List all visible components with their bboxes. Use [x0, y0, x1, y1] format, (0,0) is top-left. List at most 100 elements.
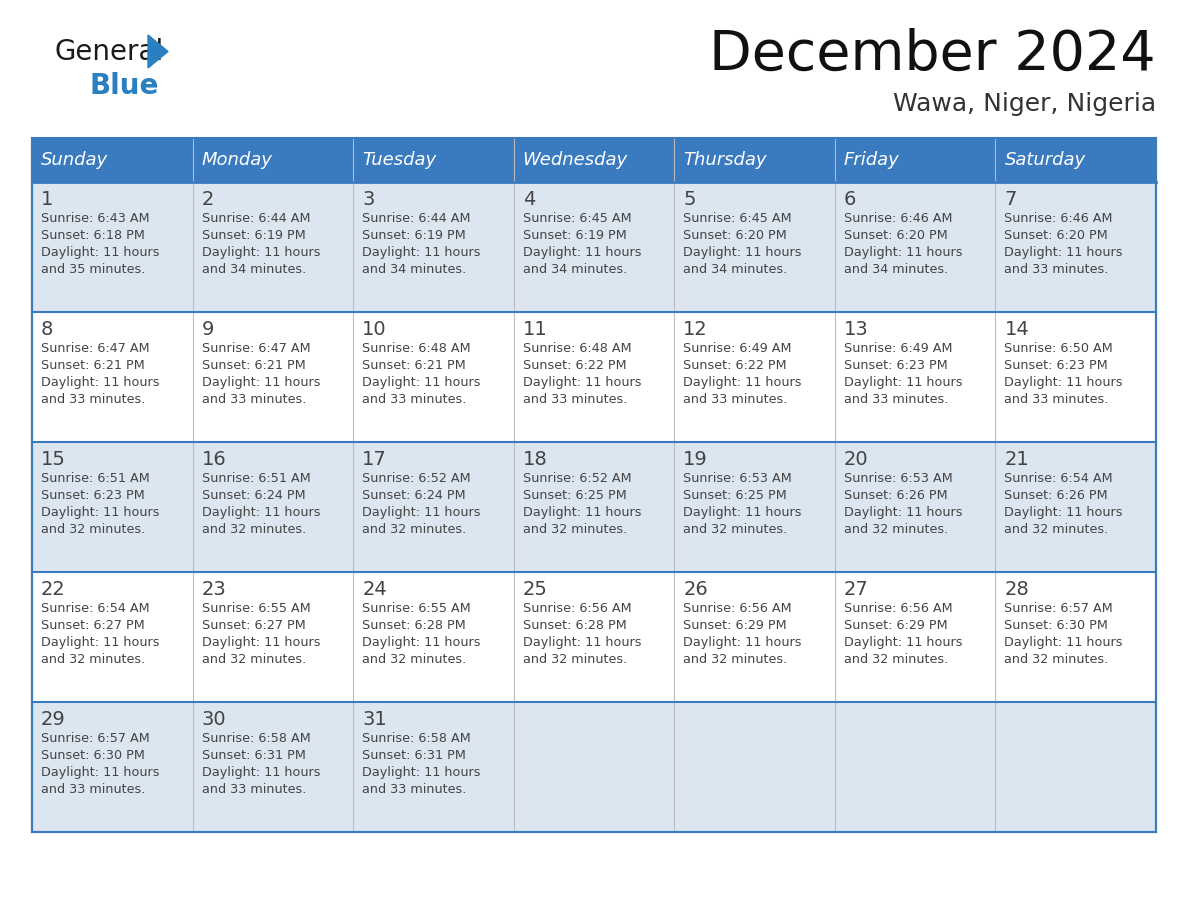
Text: Sunset: 6:23 PM: Sunset: 6:23 PM: [1004, 359, 1108, 372]
Text: 19: 19: [683, 450, 708, 469]
Text: Daylight: 11 hours: Daylight: 11 hours: [843, 506, 962, 519]
Text: and 32 minutes.: and 32 minutes.: [362, 523, 467, 536]
Text: 15: 15: [42, 450, 65, 469]
Text: Sunrise: 6:46 AM: Sunrise: 6:46 AM: [843, 212, 953, 225]
Text: Sunrise: 6:56 AM: Sunrise: 6:56 AM: [523, 602, 631, 615]
Text: Sunset: 6:31 PM: Sunset: 6:31 PM: [202, 749, 305, 762]
Text: and 33 minutes.: and 33 minutes.: [683, 393, 788, 406]
Text: 10: 10: [362, 320, 387, 339]
Text: 22: 22: [42, 580, 65, 599]
Text: and 33 minutes.: and 33 minutes.: [362, 783, 467, 796]
Text: and 32 minutes.: and 32 minutes.: [202, 653, 305, 666]
Text: Daylight: 11 hours: Daylight: 11 hours: [1004, 506, 1123, 519]
Text: Sunrise: 6:55 AM: Sunrise: 6:55 AM: [202, 602, 310, 615]
Text: 7: 7: [1004, 190, 1017, 209]
Bar: [835, 138, 996, 182]
Text: Sunset: 6:21 PM: Sunset: 6:21 PM: [42, 359, 145, 372]
Text: Daylight: 11 hours: Daylight: 11 hours: [202, 246, 320, 259]
Bar: [32, 182, 1156, 312]
Text: Sunset: 6:26 PM: Sunset: 6:26 PM: [843, 489, 948, 502]
Text: General: General: [55, 38, 164, 66]
Text: Sunrise: 6:51 AM: Sunrise: 6:51 AM: [42, 472, 150, 485]
Text: 17: 17: [362, 450, 387, 469]
Bar: [32, 572, 1156, 702]
Text: Daylight: 11 hours: Daylight: 11 hours: [42, 766, 159, 779]
Text: 5: 5: [683, 190, 696, 209]
Text: Daylight: 11 hours: Daylight: 11 hours: [523, 376, 642, 389]
Text: Daylight: 11 hours: Daylight: 11 hours: [362, 246, 481, 259]
Text: Sunrise: 6:57 AM: Sunrise: 6:57 AM: [1004, 602, 1113, 615]
Text: Sunset: 6:19 PM: Sunset: 6:19 PM: [362, 229, 466, 242]
Text: Daylight: 11 hours: Daylight: 11 hours: [42, 246, 159, 259]
Text: 21: 21: [1004, 450, 1029, 469]
Text: Sunset: 6:30 PM: Sunset: 6:30 PM: [42, 749, 145, 762]
Text: and 32 minutes.: and 32 minutes.: [202, 523, 305, 536]
Text: 14: 14: [1004, 320, 1029, 339]
Text: Daylight: 11 hours: Daylight: 11 hours: [42, 376, 159, 389]
Text: and 33 minutes.: and 33 minutes.: [1004, 393, 1108, 406]
Text: 4: 4: [523, 190, 535, 209]
Text: 30: 30: [202, 710, 226, 729]
Text: Daylight: 11 hours: Daylight: 11 hours: [683, 506, 802, 519]
Text: Sunrise: 6:53 AM: Sunrise: 6:53 AM: [683, 472, 792, 485]
Text: Sunrise: 6:53 AM: Sunrise: 6:53 AM: [843, 472, 953, 485]
Text: and 32 minutes.: and 32 minutes.: [683, 523, 788, 536]
Text: Sunset: 6:22 PM: Sunset: 6:22 PM: [683, 359, 786, 372]
Text: 28: 28: [1004, 580, 1029, 599]
Bar: [32, 312, 1156, 442]
Text: 9: 9: [202, 320, 214, 339]
Text: Daylight: 11 hours: Daylight: 11 hours: [202, 376, 320, 389]
Text: Thursday: Thursday: [683, 151, 766, 169]
Text: 31: 31: [362, 710, 387, 729]
Text: Daylight: 11 hours: Daylight: 11 hours: [843, 636, 962, 649]
Text: Sunrise: 6:54 AM: Sunrise: 6:54 AM: [1004, 472, 1113, 485]
Text: 24: 24: [362, 580, 387, 599]
Text: and 32 minutes.: and 32 minutes.: [362, 653, 467, 666]
Text: Daylight: 11 hours: Daylight: 11 hours: [362, 506, 481, 519]
Text: Sunrise: 6:47 AM: Sunrise: 6:47 AM: [202, 342, 310, 355]
Text: Daylight: 11 hours: Daylight: 11 hours: [683, 246, 802, 259]
Text: 3: 3: [362, 190, 374, 209]
Text: 12: 12: [683, 320, 708, 339]
Text: Daylight: 11 hours: Daylight: 11 hours: [843, 376, 962, 389]
Text: Daylight: 11 hours: Daylight: 11 hours: [843, 246, 962, 259]
Text: Sunrise: 6:43 AM: Sunrise: 6:43 AM: [42, 212, 150, 225]
Bar: [32, 138, 1156, 832]
Text: Daylight: 11 hours: Daylight: 11 hours: [362, 636, 481, 649]
Text: 25: 25: [523, 580, 548, 599]
Text: Sunrise: 6:45 AM: Sunrise: 6:45 AM: [683, 212, 792, 225]
Text: Sunrise: 6:44 AM: Sunrise: 6:44 AM: [362, 212, 470, 225]
Text: Saturday: Saturday: [1004, 151, 1086, 169]
Text: Sunset: 6:23 PM: Sunset: 6:23 PM: [42, 489, 145, 502]
Text: and 32 minutes.: and 32 minutes.: [683, 653, 788, 666]
Text: Sunrise: 6:49 AM: Sunrise: 6:49 AM: [683, 342, 791, 355]
Text: Sunrise: 6:47 AM: Sunrise: 6:47 AM: [42, 342, 150, 355]
Bar: [996, 138, 1156, 182]
Text: Daylight: 11 hours: Daylight: 11 hours: [683, 636, 802, 649]
Bar: [192, 138, 353, 182]
Text: Daylight: 11 hours: Daylight: 11 hours: [202, 506, 320, 519]
Text: Daylight: 11 hours: Daylight: 11 hours: [683, 376, 802, 389]
Bar: [32, 442, 1156, 572]
Text: 23: 23: [202, 580, 227, 599]
Text: 16: 16: [202, 450, 227, 469]
Text: Daylight: 11 hours: Daylight: 11 hours: [362, 766, 481, 779]
Text: Daylight: 11 hours: Daylight: 11 hours: [523, 636, 642, 649]
Text: and 34 minutes.: and 34 minutes.: [362, 263, 467, 276]
Text: Daylight: 11 hours: Daylight: 11 hours: [523, 506, 642, 519]
Text: Sunrise: 6:44 AM: Sunrise: 6:44 AM: [202, 212, 310, 225]
Text: Sunset: 6:28 PM: Sunset: 6:28 PM: [362, 619, 466, 632]
Text: Sunrise: 6:48 AM: Sunrise: 6:48 AM: [362, 342, 470, 355]
Bar: [675, 138, 835, 182]
Text: and 32 minutes.: and 32 minutes.: [42, 523, 145, 536]
Text: Sunset: 6:28 PM: Sunset: 6:28 PM: [523, 619, 626, 632]
Text: Sunrise: 6:52 AM: Sunrise: 6:52 AM: [362, 472, 470, 485]
Text: Sunset: 6:21 PM: Sunset: 6:21 PM: [362, 359, 466, 372]
Text: Sunset: 6:30 PM: Sunset: 6:30 PM: [1004, 619, 1108, 632]
Text: Daylight: 11 hours: Daylight: 11 hours: [362, 376, 481, 389]
Text: Friday: Friday: [843, 151, 899, 169]
Text: 1: 1: [42, 190, 53, 209]
Text: Sunrise: 6:50 AM: Sunrise: 6:50 AM: [1004, 342, 1113, 355]
Text: Sunrise: 6:57 AM: Sunrise: 6:57 AM: [42, 732, 150, 745]
Text: Daylight: 11 hours: Daylight: 11 hours: [42, 506, 159, 519]
